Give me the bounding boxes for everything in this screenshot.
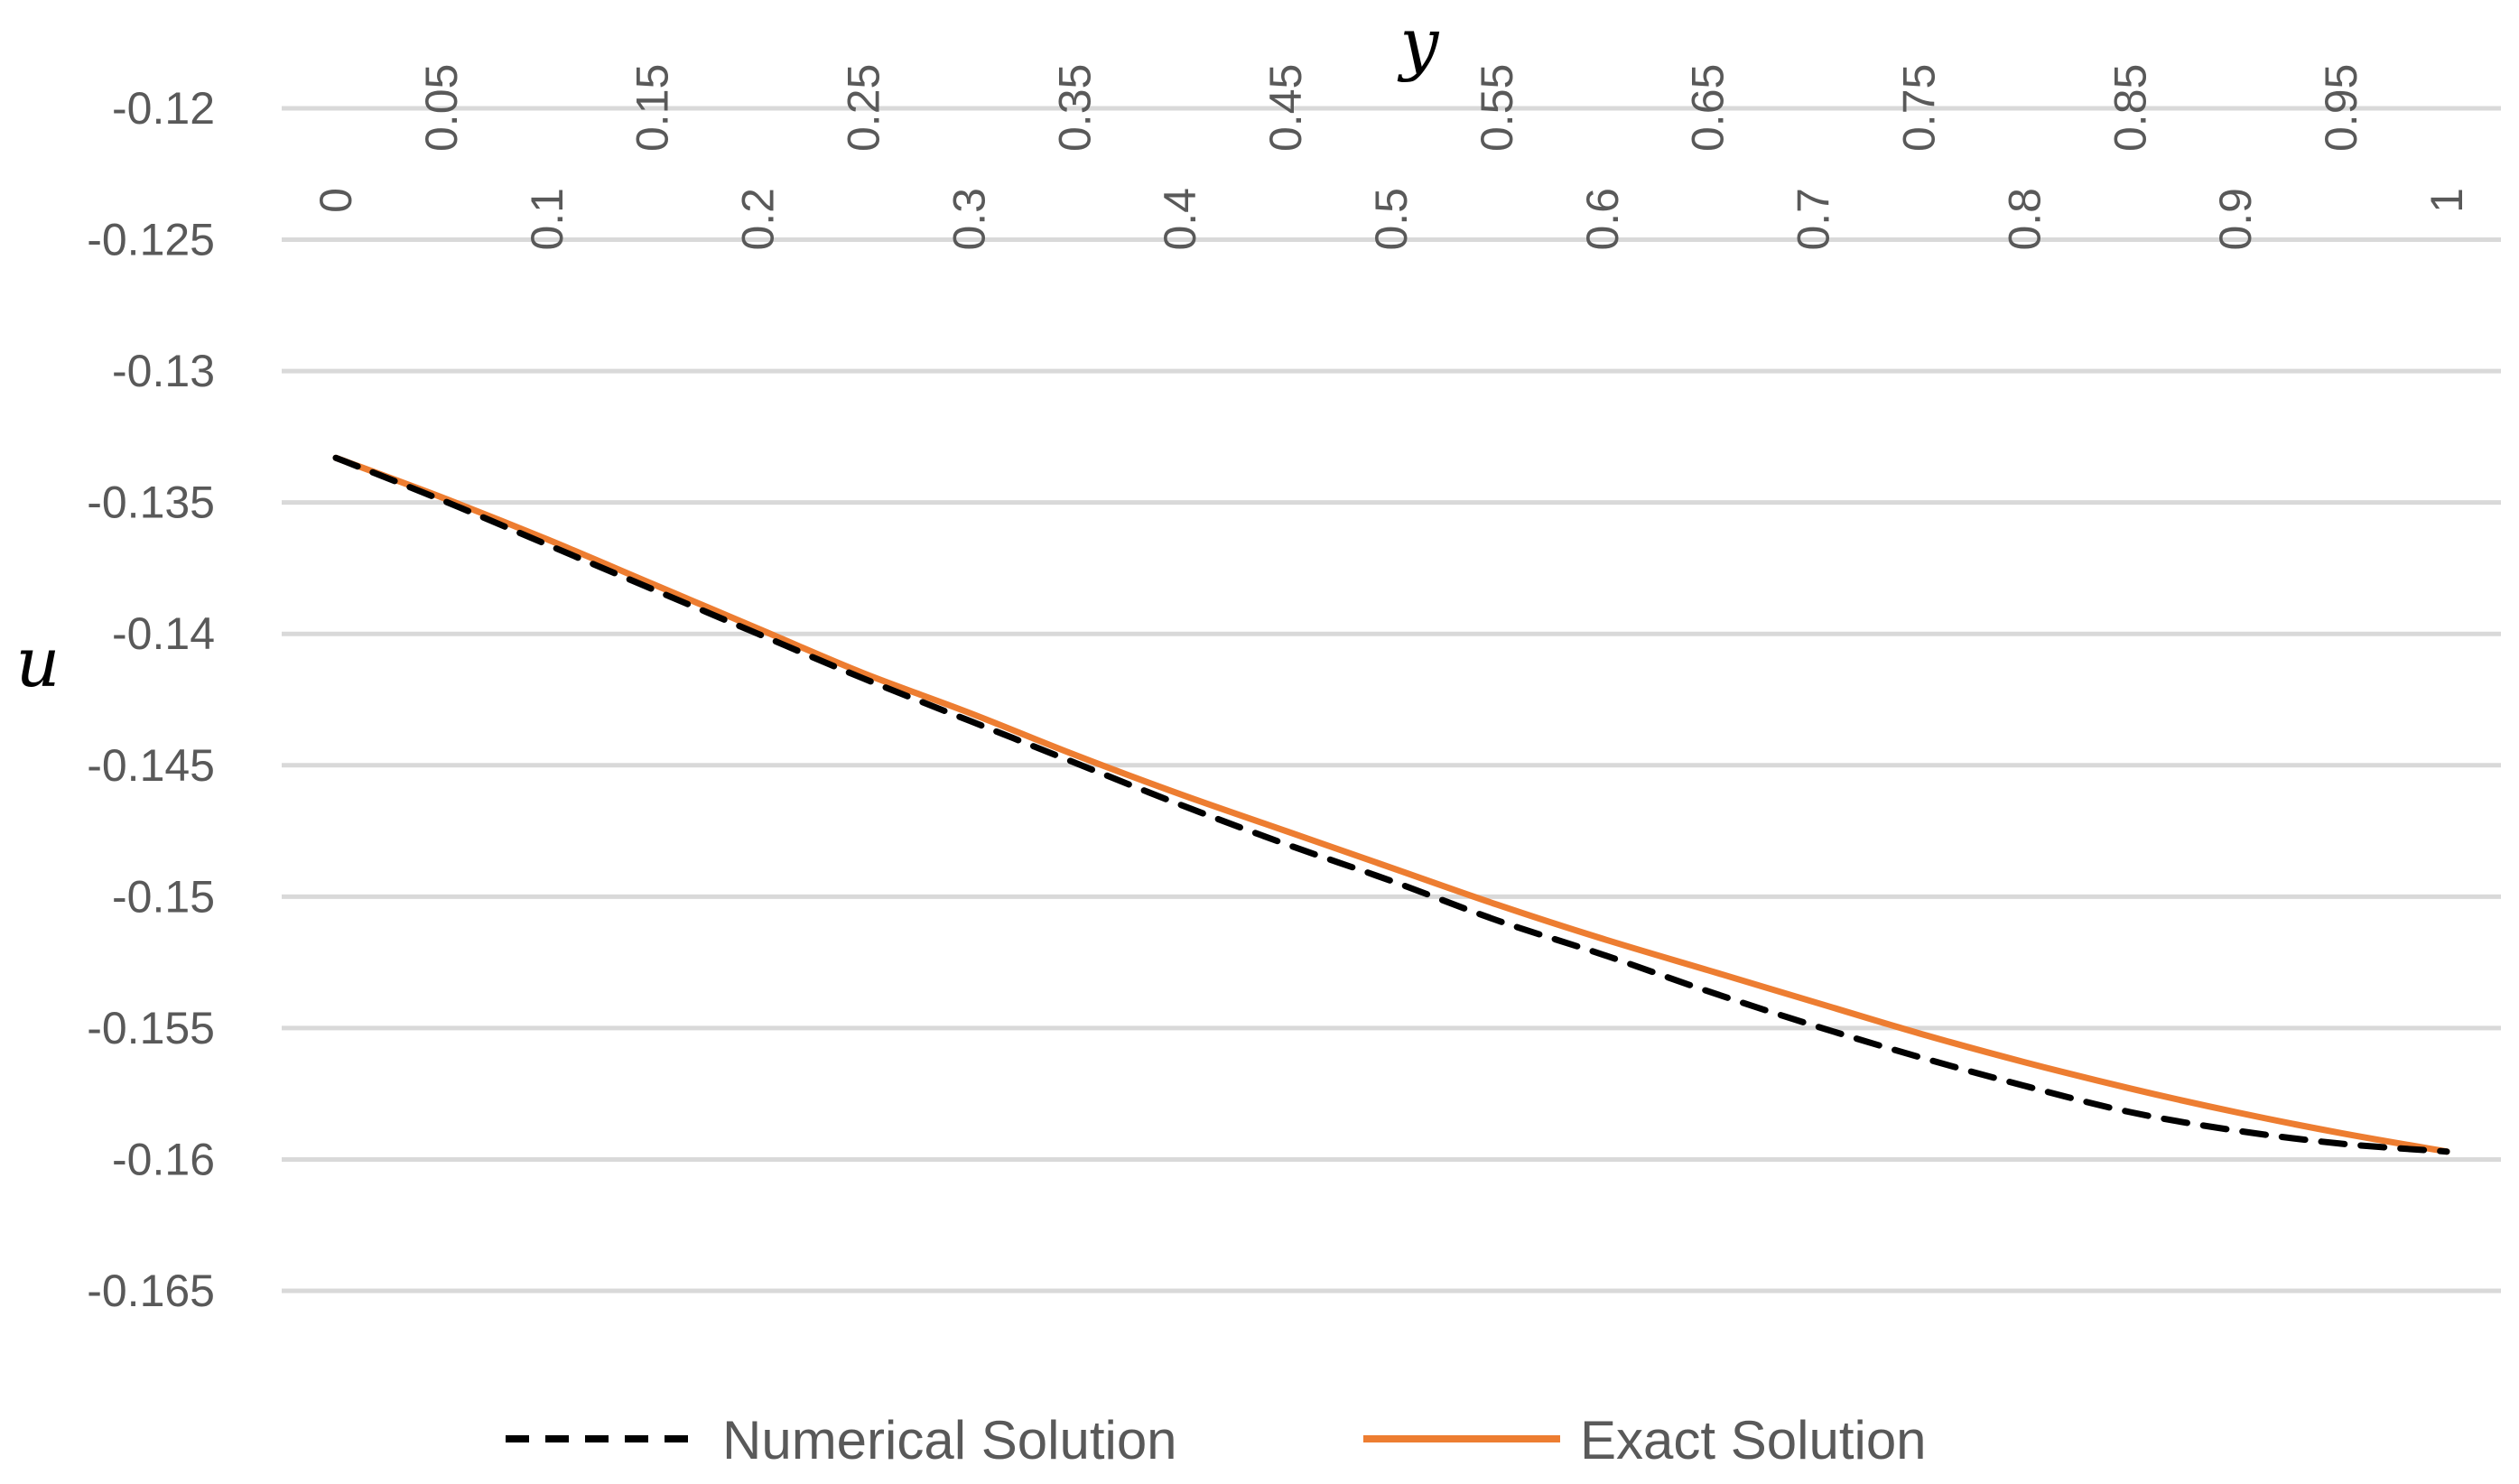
y-tick-label: -0.145	[87, 740, 215, 791]
y-tick-label: -0.13	[112, 346, 215, 396]
series-line-exact	[332, 454, 2450, 1155]
x-tick-label: 0.95	[2316, 64, 2366, 152]
y-axis-title: u	[16, 622, 60, 702]
gridlines	[282, 106, 2501, 1294]
y-tick-label: -0.165	[87, 1266, 215, 1316]
x-tick-label: 0.4	[1155, 188, 1205, 251]
x-axis-title: y	[1398, 3, 1440, 83]
series-lines	[332, 454, 2450, 1155]
x-tick-label: 0.45	[1260, 64, 1311, 152]
x-axis-ticks: 0 0.05 0.1 0.15 0.2 0.25 0.3 0.35 0.4 0.45 0.5 0.55…	[311, 64, 2472, 251]
x-tick-label: 0.35	[1049, 64, 1100, 152]
x-tick-label: 0.15	[627, 64, 678, 152]
x-tick-label: 0.85	[2105, 64, 2155, 152]
y-tick-label: -0.15	[112, 871, 215, 922]
x-tick-label: 0.7	[1789, 188, 1839, 251]
x-tick-label: 0.5	[1366, 188, 1417, 251]
x-tick-label: 0.3	[943, 188, 994, 251]
series-line-numerical	[332, 454, 2450, 1155]
y-tick-label: -0.14	[112, 608, 215, 659]
y-tick-label: -0.155	[87, 1003, 215, 1053]
y-tick-label: -0.12	[112, 83, 215, 134]
x-tick-label: 0.6	[1577, 188, 1628, 251]
x-tick-label: 1	[2421, 188, 2472, 213]
legend-label-numerical: Numerical Solution	[722, 1410, 1177, 1470]
x-tick-label: 0.05	[416, 64, 467, 152]
y-axis-ticks: -0.12 -0.125 -0.13 -0.135 -0.14 -0.145 -0.15 -0…	[87, 83, 215, 1316]
x-tick-label: 0.1	[522, 188, 572, 251]
x-tick-label: 0.2	[733, 188, 784, 251]
x-tick-label: 0	[311, 188, 361, 213]
x-tick-label: 0.75	[1894, 64, 1945, 152]
y-tick-label: -0.125	[87, 215, 215, 265]
y-tick-label: -0.16	[112, 1134, 215, 1184]
x-tick-label: 0.55	[1472, 64, 1522, 152]
legend: Numerical Solution Exact Solution	[506, 1410, 1927, 1470]
x-tick-label: 0.65	[1683, 64, 1734, 152]
y-tick-label: -0.135	[87, 478, 215, 528]
x-tick-label: 0.25	[839, 64, 889, 152]
x-tick-label: 0.8	[1999, 188, 2050, 251]
legend-label-exact: Exact Solution	[1580, 1410, 1927, 1470]
x-tick-label: 0.9	[2210, 188, 2261, 251]
